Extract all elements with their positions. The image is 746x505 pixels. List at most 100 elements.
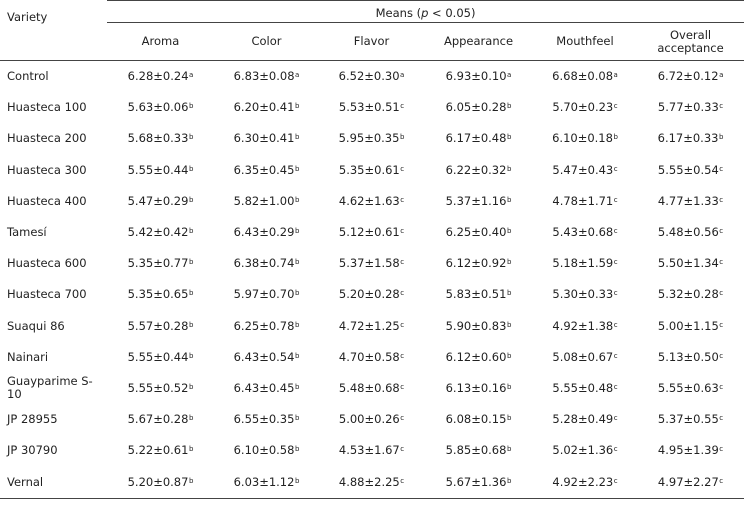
mean-sd-value: 4.72±1.25: [338, 318, 400, 333]
mean-sd-value: 5.37±0.55: [657, 412, 719, 427]
mean-sd-value: 5.55±0.44: [127, 349, 189, 364]
value-cell: 5.55±0.54c: [637, 155, 744, 186]
variety-cell: Control: [7, 69, 49, 84]
significance-letter: c: [613, 164, 618, 173]
value-cell: 5.82±1.00b: [214, 186, 319, 217]
mean-sd-value: 5.77±0.33: [657, 100, 719, 115]
significance-letter: b: [188, 320, 194, 329]
table-row: Huasteca 300 5.55±0.44b 6.35±0.45b 5.35±0.6…: [0, 155, 744, 186]
significance-letter: c: [719, 102, 724, 111]
value-cell: 5.20±0.87b: [107, 466, 214, 499]
mean-sd-value: 4.78±1.71: [552, 193, 614, 208]
significance-letter: c: [400, 445, 405, 454]
mean-sd-value: 6.30±0.41: [233, 131, 295, 146]
value-cell: 5.55±0.48c: [533, 373, 637, 404]
value-cell: 6.10±0.58b: [214, 435, 319, 466]
mean-sd-value: 5.55±0.44: [127, 162, 189, 177]
value-cell: 4.92±2.23c: [533, 466, 637, 499]
value-cell: 6.30±0.41b: [214, 123, 319, 154]
mean-sd-value: 5.35±0.77: [127, 256, 189, 271]
value-cell: 6.68±0.08a: [533, 61, 637, 93]
significance-letter: c: [400, 289, 405, 298]
mean-sd-value: 6.08±0.15: [445, 412, 507, 427]
significance-letter: b: [294, 476, 300, 485]
value-cell: 5.22±0.61b: [107, 435, 214, 466]
significance-letter: c: [400, 164, 405, 173]
mean-sd-value: 6.10±0.58: [233, 443, 295, 458]
mean-sd-value: 4.97±2.27: [657, 474, 719, 489]
variety-cell: Huasteca 100: [7, 100, 87, 115]
significance-letter: c: [719, 195, 724, 204]
value-cell: 4.88±2.25c: [319, 466, 424, 499]
significance-letter: b: [613, 133, 618, 142]
mean-sd-value: 5.37±1.58: [338, 256, 400, 271]
value-cell: 5.68±0.33b: [107, 123, 214, 154]
significance-letter: b: [188, 258, 194, 267]
significance-letter: c: [613, 445, 618, 454]
significance-letter: b: [294, 351, 300, 360]
mean-sd-value: 5.83±0.51: [445, 287, 507, 302]
mean-sd-value: 5.95±0.35: [338, 131, 400, 146]
value-cell: 5.53±0.51c: [319, 92, 424, 123]
significance-letter: a: [507, 71, 512, 80]
value-cell: 5.13±0.50c: [637, 342, 744, 373]
table-row: Vernal 5.20±0.87b 6.03±1.12b 4.88±2.25c 5.67…: [0, 466, 745, 499]
mean-sd-value: 5.37±1.16: [445, 193, 507, 208]
value-cell: 5.83±0.51b: [424, 279, 533, 310]
mean-sd-value: 5.28±0.49: [552, 412, 614, 427]
significance-letter: b: [506, 102, 512, 111]
value-cell: 6.83±0.08a: [214, 61, 319, 93]
significance-letter: c: [719, 164, 724, 173]
value-cell: 6.13±0.16b: [424, 373, 533, 404]
mean-sd-value: 5.42±0.42: [127, 225, 189, 240]
mean-sd-value: 4.53±1.67: [338, 443, 400, 458]
table-body: Control 6.28±0.24a 6.83±0.08a 6.52±0.30a 6.9…: [0, 61, 745, 499]
value-cell: 6.17±0.33b: [637, 123, 744, 154]
table-row: Huasteca 700 5.35±0.65b 5.97±0.70b 5.20±0.2…: [0, 279, 744, 310]
value-cell: 5.57±0.28b: [107, 311, 214, 342]
mean-sd-value: 6.25±0.40: [445, 225, 507, 240]
value-cell: 6.22±0.32b: [424, 155, 533, 186]
value-cell: 5.55±0.44b: [107, 342, 214, 373]
table-row: Tamesí 5.42±0.42b 6.43±0.29b 5.12±0.61c 6.25…: [0, 217, 744, 248]
significance-letter: b: [718, 133, 724, 142]
value-cell: 5.55±0.63c: [637, 373, 744, 404]
value-cell: 5.77±0.33c: [637, 92, 744, 123]
significance-letter: b: [506, 414, 512, 423]
significance-letter: b: [294, 382, 300, 391]
variety-cell: Suaqui 86: [7, 318, 65, 333]
significance-letter: b: [506, 476, 512, 485]
value-cell: 6.43±0.29b: [214, 217, 319, 248]
significance-letter: b: [506, 445, 512, 454]
significance-letter: c: [400, 382, 405, 391]
table-row: Huasteca 100 5.63±0.06b 6.20±0.41b 5.53±0.5…: [0, 92, 744, 123]
significance-letter: b: [188, 351, 194, 360]
value-cell: 5.47±0.43c: [533, 155, 637, 186]
value-cell: 5.35±0.61c: [319, 155, 424, 186]
variety-cell: Huasteca 200: [7, 131, 87, 146]
value-cell: 6.12±0.60b: [424, 342, 533, 373]
significance-letter: b: [188, 382, 194, 391]
value-cell: 5.32±0.28c: [637, 279, 744, 310]
value-cell: 6.25±0.78b: [214, 311, 319, 342]
variety-cell: JP 28955: [7, 412, 58, 427]
mean-sd-value: 5.32±0.28: [657, 287, 719, 302]
table-row: Suaqui 86 5.57±0.28b 6.25±0.78b 4.72±1.25c 5…: [0, 311, 744, 342]
significance-letter: b: [188, 289, 194, 298]
variety-cell: Nainari: [7, 349, 49, 364]
significance-letter: c: [613, 351, 618, 360]
mean-sd-value: 6.72±0.12: [657, 69, 719, 84]
significance-letter: c: [400, 195, 405, 204]
table-row: Nainari 5.55±0.44b 6.43±0.54b 4.70±0.58c 6.1…: [0, 342, 744, 373]
mean-sd-value: 5.20±0.28: [338, 287, 400, 302]
value-cell: 5.55±0.52b: [107, 373, 214, 404]
significance-letter: b: [188, 164, 194, 173]
table-row: Huasteca 200 5.68±0.33b 6.30±0.41b 5.95±0.3…: [0, 123, 744, 154]
value-cell: 5.08±0.67c: [533, 342, 637, 373]
significance-letter: c: [400, 102, 405, 111]
significance-letter: c: [400, 476, 405, 485]
mean-sd-value: 6.17±0.48: [445, 131, 507, 146]
significance-letter: c: [400, 351, 405, 360]
mean-sd-value: 5.20±0.87: [127, 474, 189, 489]
mean-sd-value: 4.77±1.33: [657, 193, 719, 208]
